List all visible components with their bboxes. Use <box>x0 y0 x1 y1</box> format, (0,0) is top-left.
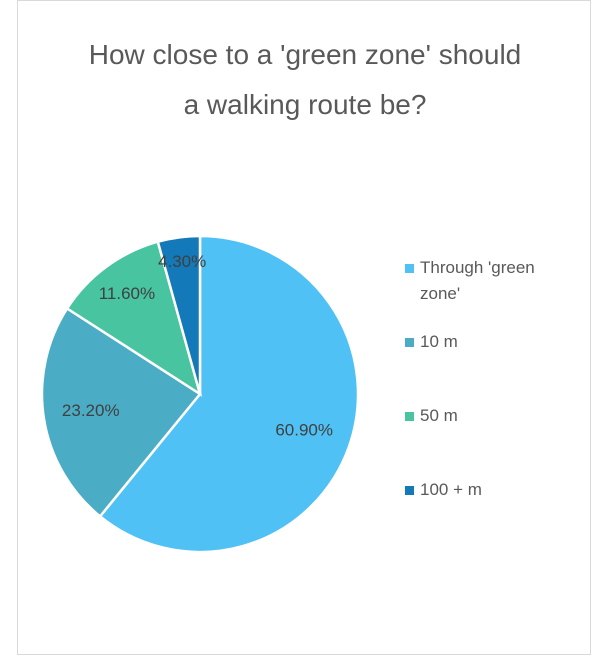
chart-title: How close to a 'green zone' should a wal… <box>88 39 522 120</box>
legend-entry: Through 'green zone' <box>405 255 580 307</box>
legend-label: 50 m <box>420 406 458 425</box>
legend-swatch <box>405 264 414 273</box>
legend-swatch <box>405 486 414 495</box>
legend-label: Through 'green zone' <box>420 258 535 303</box>
legend-entry: 50 m <box>405 403 580 429</box>
legend-label: 100 + m <box>420 480 482 499</box>
data-label: 60.90% <box>275 421 333 440</box>
legend-swatch <box>405 338 414 347</box>
data-label: 4.30% <box>158 252 206 271</box>
data-label: 23.20% <box>62 401 120 420</box>
chart-frame <box>17 0 591 655</box>
pie-slice <box>156 234 202 395</box>
legend-label: 10 m <box>420 332 458 351</box>
pie-slice <box>40 306 202 519</box>
legend-entry: 10 m <box>405 329 580 355</box>
legend-swatch <box>405 412 414 421</box>
data-label: 11.60% <box>99 284 155 303</box>
legend-entry: 100 + m <box>405 477 580 503</box>
pie-slice <box>65 240 203 397</box>
pie-slice <box>98 234 360 554</box>
